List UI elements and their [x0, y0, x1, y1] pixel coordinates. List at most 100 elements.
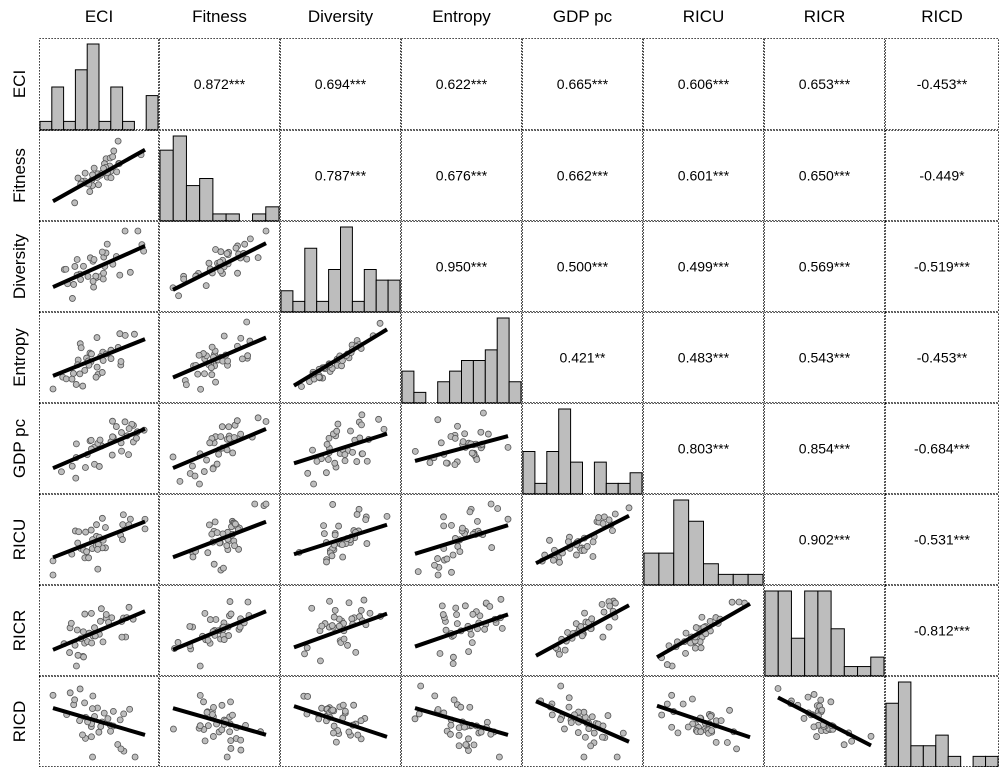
scatter-point: [323, 440, 331, 448]
scatter-point: [237, 746, 245, 754]
scatter-point: [304, 469, 312, 477]
panel-entropy-diversity: [280, 312, 401, 403]
scatter-point: [345, 599, 353, 607]
scatter-point: [201, 609, 209, 617]
scatter-point: [182, 381, 190, 389]
scatter-point: [437, 439, 445, 447]
scatter-point: [546, 536, 553, 544]
scatter-point: [658, 711, 666, 719]
panel-eci-entropy: 0.622***: [401, 38, 522, 130]
scatter-point: [66, 689, 74, 697]
row-label-gdp-pc: GDP pc: [10, 418, 29, 478]
scatter-point: [93, 334, 101, 341]
scatter-point: [357, 606, 365, 614]
scatter-point: [331, 606, 339, 614]
correlation-value: 0.662***: [557, 168, 609, 184]
scatter-point: [141, 525, 149, 533]
scatter-point: [818, 706, 826, 714]
regression-line: [52, 426, 146, 471]
histogram-bar: [910, 745, 924, 767]
scatter-point: [97, 617, 104, 625]
scatter-point: [338, 541, 346, 549]
scatter-point: [461, 430, 469, 438]
scatter-point: [121, 418, 129, 426]
panels: 0.872*** 0.694*** 0.622*** 0.665*** 0.606***…: [39, 38, 999, 767]
histogram-bar: [534, 482, 548, 495]
panel-ricd-gdp-pc: [522, 676, 643, 767]
scatter-point: [205, 521, 213, 529]
scatter-point: [315, 373, 323, 381]
scatter-point: [194, 370, 202, 378]
panel-border: [401, 585, 522, 676]
scatter-point: [477, 428, 485, 436]
scatter-point: [223, 542, 231, 549]
scatter-point: [74, 174, 82, 182]
scatter-point: [350, 701, 358, 709]
scatter-point: [334, 420, 342, 428]
scatter-point: [452, 604, 460, 612]
scatter-point: [353, 458, 361, 465]
scatter-point: [67, 619, 75, 627]
histogram-bar: [972, 755, 987, 767]
scatter-point: [318, 622, 326, 630]
scatter-point: [358, 411, 366, 419]
scatter-point: [196, 691, 204, 699]
scatter-point: [706, 617, 714, 625]
regression-line: [535, 603, 630, 658]
scatter-point: [204, 722, 212, 730]
scatter-point: [324, 456, 332, 463]
panel-ricr-diversity: [280, 585, 401, 676]
scatter-point: [375, 415, 382, 423]
histogram-bar: [461, 360, 474, 404]
correlation-value: 0.421**: [560, 350, 606, 366]
scatter-point: [126, 268, 134, 276]
regression-line: [293, 611, 388, 650]
histogram-bar: [688, 520, 704, 586]
scatter-point: [202, 282, 210, 289]
scatter-point: [589, 538, 597, 546]
panel-ricr-ricu: [643, 585, 764, 676]
column-label-diversity: Diversity: [308, 7, 374, 26]
scatter-point: [102, 524, 109, 531]
scatter-point: [231, 520, 239, 528]
scatter-point: [95, 728, 103, 736]
panel-ricr-ricd: -0.812***: [885, 585, 999, 676]
scatter-point: [561, 646, 569, 654]
scatter-point: [201, 737, 209, 745]
panel-ricr-gdp-pc: [522, 585, 643, 676]
scatter-point: [244, 352, 252, 360]
scatter-point: [218, 423, 226, 431]
histogram-bar: [472, 360, 486, 404]
correlation-value: 0.601***: [678, 168, 730, 184]
scatter-point: [99, 638, 107, 646]
scatter-point: [497, 595, 505, 603]
panel-gdp-pc-gdp-pc: [522, 403, 643, 495]
correlation-value: 0.872***: [194, 76, 246, 92]
scatter-point: [600, 608, 608, 616]
scatter-point: [77, 344, 85, 352]
scatter-point: [119, 536, 126, 543]
panel-border: [159, 38, 280, 130]
histogram-bar: [63, 120, 76, 131]
scatter-point: [223, 250, 231, 257]
panel-border: [522, 221, 643, 312]
scatter-point: [90, 283, 98, 291]
scatter-point: [466, 508, 474, 516]
correlation-value: -0.519***: [914, 259, 971, 275]
scatter-point: [313, 457, 321, 465]
scatter-point: [262, 227, 270, 235]
scatter-point: [583, 543, 591, 550]
correlation-value: 0.499***: [678, 259, 730, 275]
scatter-point: [82, 464, 89, 471]
scatter-point: [89, 277, 97, 285]
scatter-point: [95, 181, 102, 189]
scatter-point: [326, 597, 333, 605]
regression-line: [52, 609, 146, 652]
scatter-point: [605, 516, 613, 524]
histogram-bar: [98, 120, 112, 131]
scatter-point: [332, 738, 340, 746]
panel-eci-ricd: -0.453**: [885, 38, 999, 130]
scatter-point: [66, 649, 73, 656]
histogram-bar: [199, 178, 214, 222]
scatter-point: [479, 409, 487, 417]
